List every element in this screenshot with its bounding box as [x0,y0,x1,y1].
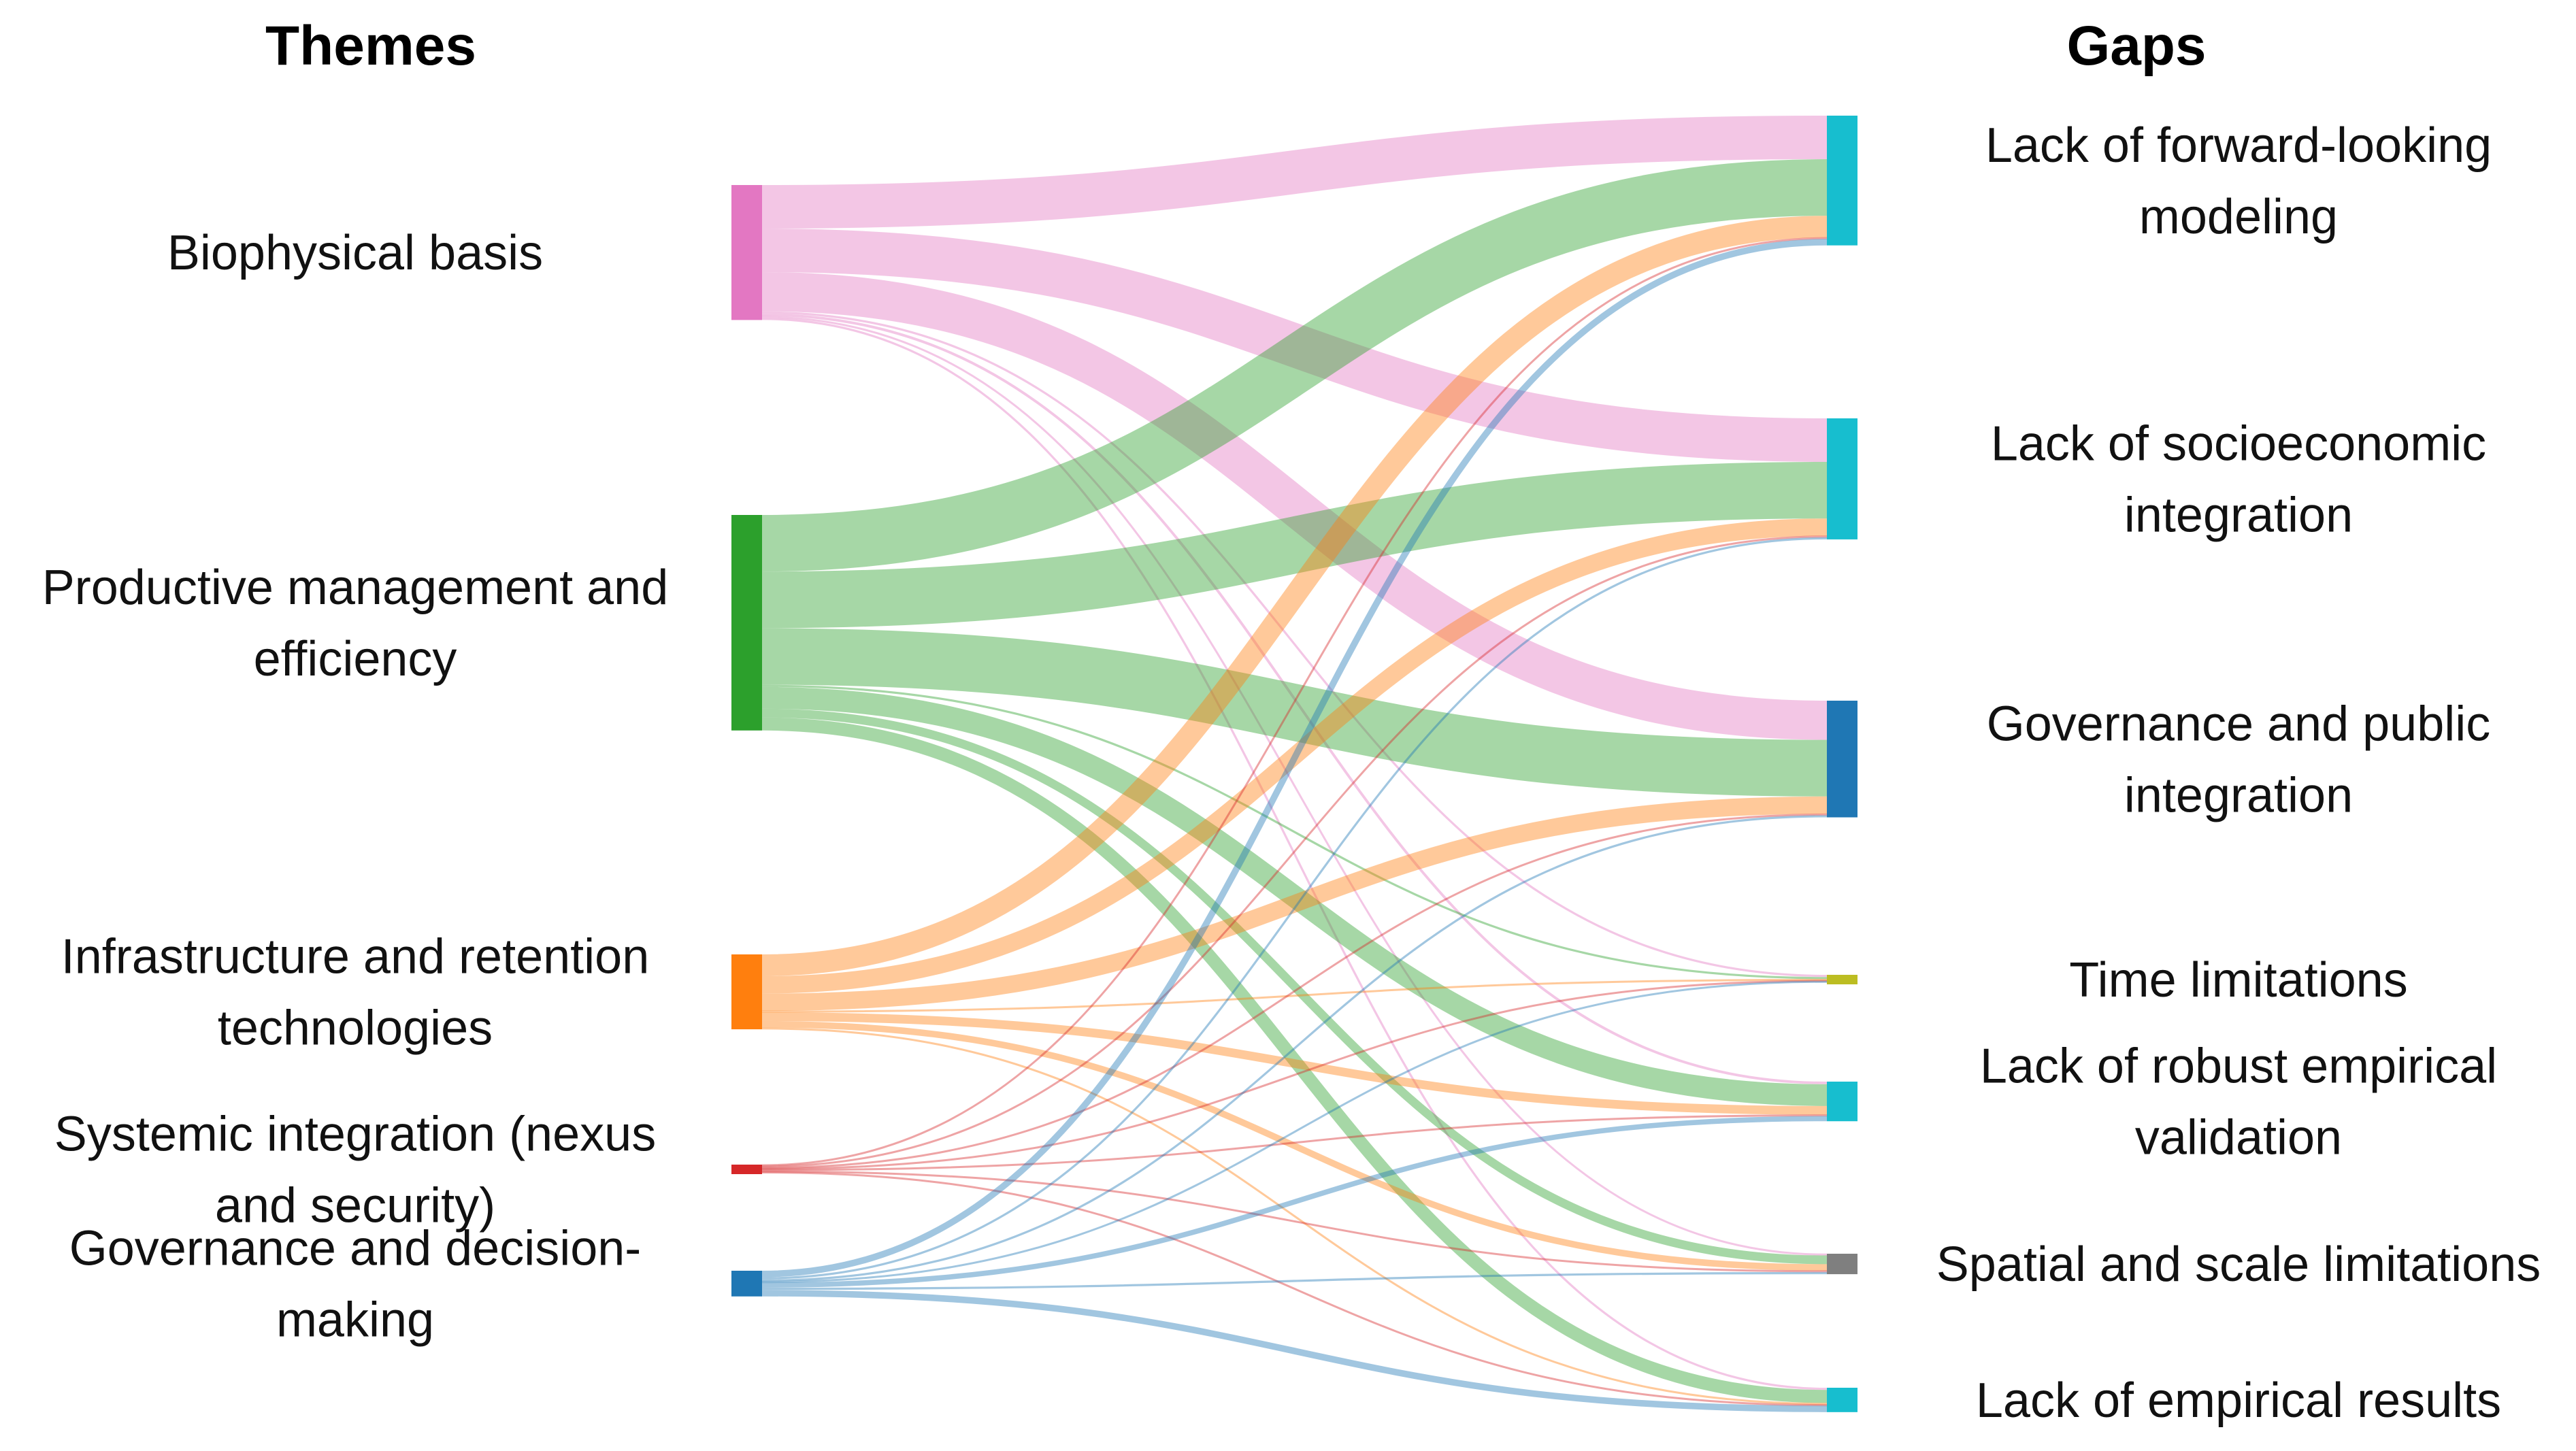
label-prod-line-0: Productive management and [42,561,669,615]
sankey-links [761,116,1828,1412]
label-infra-line-0: Infrastructure and retention [61,930,650,984]
node-robust [1827,1082,1857,1122]
link-bio-to-time [761,311,1828,978]
link-infra-to-socio [761,518,1828,994]
label-fwd-line-0: Lack of forward-looking [1985,118,2492,173]
link-sys-to-socio [761,535,1828,1168]
link-sys-to-spatial [761,1170,1828,1273]
link-prod-to-emp [761,717,1828,1403]
themes-heading: Themes [265,15,476,77]
label-bio-line-0: Biophysical basis [167,226,543,280]
link-gov-to-spatial [761,1271,1828,1290]
link-infra-to-govpub [761,796,1828,1012]
link-prod-to-socio [761,462,1828,629]
gaps-heading: Gaps [2066,15,2206,77]
link-gov-to-govpub [761,815,1828,1282]
label-robust-line-1: validation [2135,1111,2342,1165]
link-infra-to-robust [761,1012,1828,1115]
link-bio-to-socio [761,229,1828,462]
node-spatial [1827,1254,1857,1275]
label-emp-line-0: Lack of empirical results [1976,1373,2501,1428]
link-prod-to-govpub [761,628,1828,797]
label-time-line-0: Time limitations [2069,953,2407,1007]
link-infra-to-fwd [761,216,1828,976]
label-gov-line-1: making [276,1292,434,1347]
link-prod-to-robust [761,686,1828,1106]
link-gov-to-robust [761,1116,1828,1288]
link-sys-to-robust [761,1114,1828,1171]
link-prod-to-time [761,684,1828,980]
label-prod-line-1: efficiency [254,632,457,686]
node-bio [731,185,762,320]
label-sys-line-0: Systemic integration (nexus [54,1107,656,1162]
node-prod [731,515,762,731]
link-infra-to-time [761,978,1828,1013]
label-robust-line-0: Lack of robust empirical [1980,1039,2497,1094]
link-bio-to-spatial [761,316,1828,1256]
label-sys-line-1: and security) [215,1179,495,1233]
node-govpub [1827,701,1857,818]
link-bio-to-govpub [761,272,1828,740]
label-socio-line-1: integration [2124,488,2353,542]
link-bio-to-emp [761,318,1828,1390]
link-gov-to-fwd [761,239,1828,1278]
node-fwd [1827,116,1857,246]
link-sys-to-emp [761,1171,1828,1407]
link-prod-to-spatial [761,708,1828,1265]
link-bio-to-fwd [761,116,1828,229]
label-govpub-line-1: integration [2124,768,2353,822]
sankey-nodes [731,116,1857,1412]
label-fwd-line-1: modeling [2139,190,2338,244]
label-gov-line-0: Governance and decision- [69,1221,642,1275]
link-gov-to-socio [761,537,1828,1280]
node-time [1827,975,1857,984]
node-emp [1827,1388,1857,1412]
link-sys-to-time [761,980,1828,1170]
link-sys-to-govpub [761,813,1828,1169]
node-sys [731,1165,762,1174]
node-gov [731,1271,762,1297]
label-govpub-line-0: Governance and public [1987,697,2491,751]
link-sys-to-fwd [761,237,1828,1167]
label-spatial-line-0: Spatial and scale limitations [1936,1237,2541,1292]
link-gov-to-emp [761,1290,1828,1412]
node-socio [1827,418,1857,539]
link-infra-to-emp [761,1027,1828,1405]
label-infra-line-1: technologies [218,1001,493,1056]
link-infra-to-spatial [761,1020,1828,1271]
sankey-labels: Biophysical basis Productive management a… [42,118,2541,1428]
label-socio-line-0: Lack of socioeconomic [1991,416,2486,471]
link-prod-to-fwd [761,159,1828,572]
link-gov-to-time [761,980,1828,1284]
link-bio-to-robust [761,313,1828,1084]
node-infra [731,954,762,1030]
